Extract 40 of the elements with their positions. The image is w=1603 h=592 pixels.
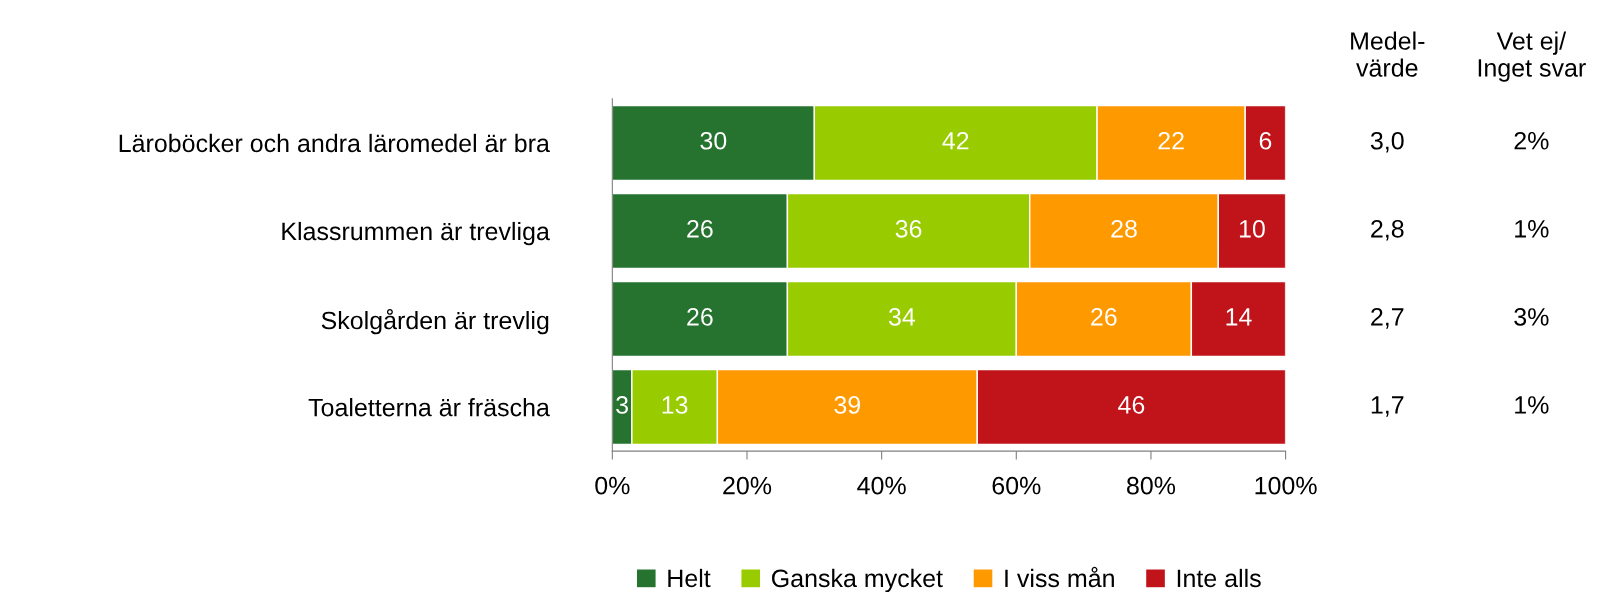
data-label: 42 — [942, 131, 969, 150]
data-label: 6 — [1259, 131, 1272, 150]
data-label: 26 — [1091, 308, 1117, 326]
data-label: 30 — [700, 131, 727, 150]
x-tick-label: 20% — [723, 476, 772, 495]
text: 3,0 — [1370, 131, 1404, 153]
data-label: 46 — [1118, 396, 1145, 414]
data-label: 3 — [616, 396, 628, 414]
y-tick-label: Läroböcker och andra läromedel är bra — [119, 133, 550, 153]
legend-label: Inte alls — [1177, 568, 1261, 588]
data-label: 14 — [1226, 308, 1252, 326]
data-label: 34 — [888, 308, 916, 326]
text: 1% — [1515, 396, 1549, 414]
data-label: 22 — [1158, 131, 1184, 150]
x-tick-label: 0% — [595, 476, 630, 495]
text: 3% — [1514, 308, 1549, 326]
data-label: 36 — [895, 219, 922, 238]
y-tick-label: Klassrummen är trevliga — [282, 221, 550, 246]
data-label: 10 — [1239, 219, 1265, 238]
x-tick-label: 100% — [1255, 476, 1317, 495]
legend-label: Helt — [668, 568, 711, 588]
data-label: 28 — [1111, 219, 1137, 238]
text: 2,7 — [1371, 308, 1404, 329]
x-tick-label: 80% — [1127, 476, 1176, 495]
text: 2,8 — [1371, 219, 1404, 241]
legend-label: I viss mån — [1005, 566, 1114, 588]
text: 1,7 — [1371, 396, 1404, 417]
text: Medel- värde — [1351, 31, 1425, 77]
x-tick-label: 40% — [857, 476, 906, 495]
legend-label: Ganska mycket — [771, 568, 943, 592]
data-label: 26 — [687, 219, 713, 238]
y-tick-label: Skolgården är trevlig — [321, 308, 549, 335]
x-tick-label: 60% — [992, 476, 1041, 495]
data-label: 13 — [662, 396, 688, 414]
y-tick-label: Toaletterna är fräscha — [308, 398, 550, 417]
text: 2% — [1514, 131, 1549, 150]
data-label: 26 — [687, 308, 713, 326]
text: Vet ej/ Inget svar — [1478, 31, 1586, 82]
data-label: 39 — [834, 396, 861, 414]
text: 1% — [1515, 220, 1549, 238]
